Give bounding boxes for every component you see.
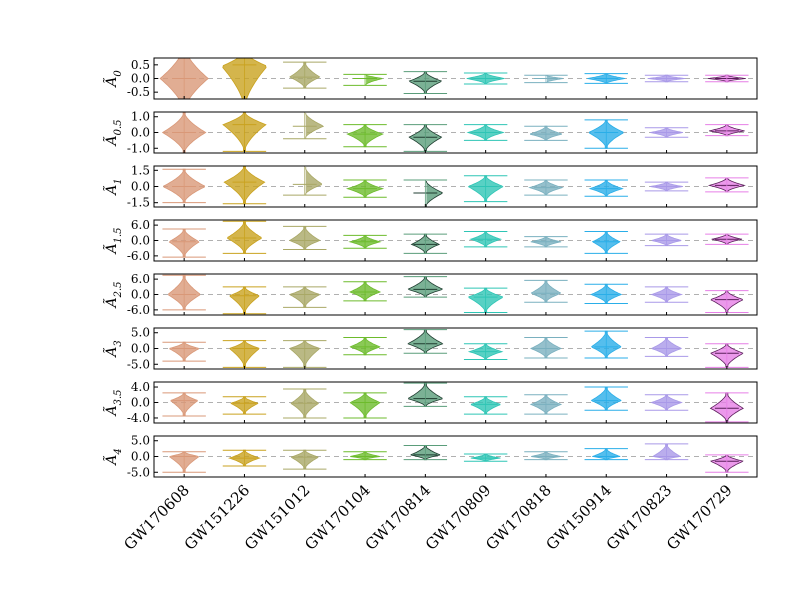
y-tick-label: 6.0 bbox=[131, 218, 150, 232]
y-axis-label-base: Ã bbox=[102, 243, 120, 255]
violin-gw170104 bbox=[365, 74, 383, 86]
y-axis-label-base: Ã bbox=[102, 347, 120, 359]
panel-5: -5.00.0 5.0 Ã3 bbox=[102, 326, 758, 371]
y-axis-label-subscript: 1 bbox=[113, 178, 124, 184]
y-axis-label: Ã0.5 bbox=[102, 119, 124, 147]
violin-gw170814 bbox=[426, 181, 443, 207]
y-axis-label-subscript: 0.5 bbox=[113, 119, 124, 135]
violins bbox=[159, 58, 749, 99]
y-tick-label: -5.0 bbox=[127, 357, 150, 371]
panel-7: -5.00.0 5.0 Ã4 bbox=[102, 434, 758, 479]
y-axis-label: Ã2.5 bbox=[102, 281, 124, 309]
panel-6: -4.00.0 4.0 Ã3.5 bbox=[102, 380, 758, 425]
y-tick-label: -6.0 bbox=[127, 303, 150, 317]
y-tick-label: 0.0 bbox=[131, 72, 150, 86]
y-tick-label: -1.0 bbox=[127, 141, 150, 155]
y-axis-label: Ã3 bbox=[102, 340, 124, 359]
panel-1: -1.00.0 1.0 Ã0.5 bbox=[102, 110, 758, 155]
y-tick-label: 5.0 bbox=[131, 326, 150, 340]
y-tick-label: -4.0 bbox=[127, 411, 150, 425]
y-tick-label: 5.0 bbox=[131, 434, 150, 448]
y-tick-label: 4.0 bbox=[131, 380, 150, 394]
y-axis-label-base: Ã bbox=[102, 405, 120, 417]
y-axis-label: Ã3.5 bbox=[102, 389, 124, 417]
y-axis-label-base: Ã bbox=[102, 77, 120, 89]
x-tick-label: GW170729 bbox=[663, 481, 736, 554]
y-tick-label: 0.0 bbox=[131, 234, 150, 248]
y-tick-label: 0.0 bbox=[131, 180, 150, 194]
y-axis-label-subscript: 3.5 bbox=[113, 389, 124, 405]
y-axis-label-subscript: 1.5 bbox=[113, 227, 124, 243]
panel-0: -0.50.00.5 Ã0 bbox=[102, 57, 758, 100]
y-tick-label: -6.0 bbox=[127, 249, 150, 263]
y-axis-label-subscript: 4 bbox=[113, 448, 124, 455]
y-tick-label: -5.0 bbox=[127, 465, 150, 479]
y-tick-label: 0.0 bbox=[131, 450, 150, 464]
y-axis-label: Ã0 bbox=[102, 70, 124, 89]
violins bbox=[161, 112, 749, 153]
y-tick-label: 1.5 bbox=[131, 163, 150, 177]
y-axis-label: Ã1 bbox=[102, 178, 124, 197]
y-tick-label: 6.0 bbox=[131, 272, 150, 286]
violin-gw170818 bbox=[546, 75, 564, 83]
y-tick-label: 0.5 bbox=[131, 58, 150, 72]
y-axis-label-subscript: 0 bbox=[113, 70, 124, 77]
y-tick-label: -0.5 bbox=[127, 85, 150, 99]
panel-3: -6.00.0 6.0 Ã1.5 bbox=[102, 218, 758, 263]
violins bbox=[162, 166, 749, 207]
y-tick-label: 0.0 bbox=[131, 126, 150, 140]
y-axis-label-base: Ã bbox=[102, 297, 120, 309]
y-tick-label: 0.0 bbox=[131, 396, 150, 410]
y-tick-label: 1.0 bbox=[131, 110, 150, 124]
y-tick-label: -1.5 bbox=[127, 196, 150, 210]
y-axis-label-base: Ã bbox=[102, 455, 120, 467]
y-axis-label: Ã4 bbox=[102, 448, 124, 467]
violins bbox=[162, 329, 749, 368]
panel-4: -6.00.0 6.0 Ã2.5 bbox=[102, 272, 758, 317]
y-axis-label-base: Ã bbox=[102, 185, 120, 197]
y-axis-label-subscript: 2.5 bbox=[113, 281, 124, 298]
y-axis-label-subscript: 3 bbox=[113, 340, 124, 346]
y-axis-label-base: Ã bbox=[102, 135, 120, 147]
violins bbox=[162, 220, 749, 258]
y-tick-label: 0.0 bbox=[131, 342, 150, 356]
y-axis-label: Ã1.5 bbox=[102, 227, 124, 255]
violins bbox=[162, 382, 749, 423]
y-tick-label: 0.0 bbox=[131, 288, 150, 302]
violin-gw151012 bbox=[305, 167, 322, 196]
violins bbox=[162, 443, 749, 473]
panel-2: -1.5 0.0 1.5 Ã1 bbox=[102, 163, 758, 210]
